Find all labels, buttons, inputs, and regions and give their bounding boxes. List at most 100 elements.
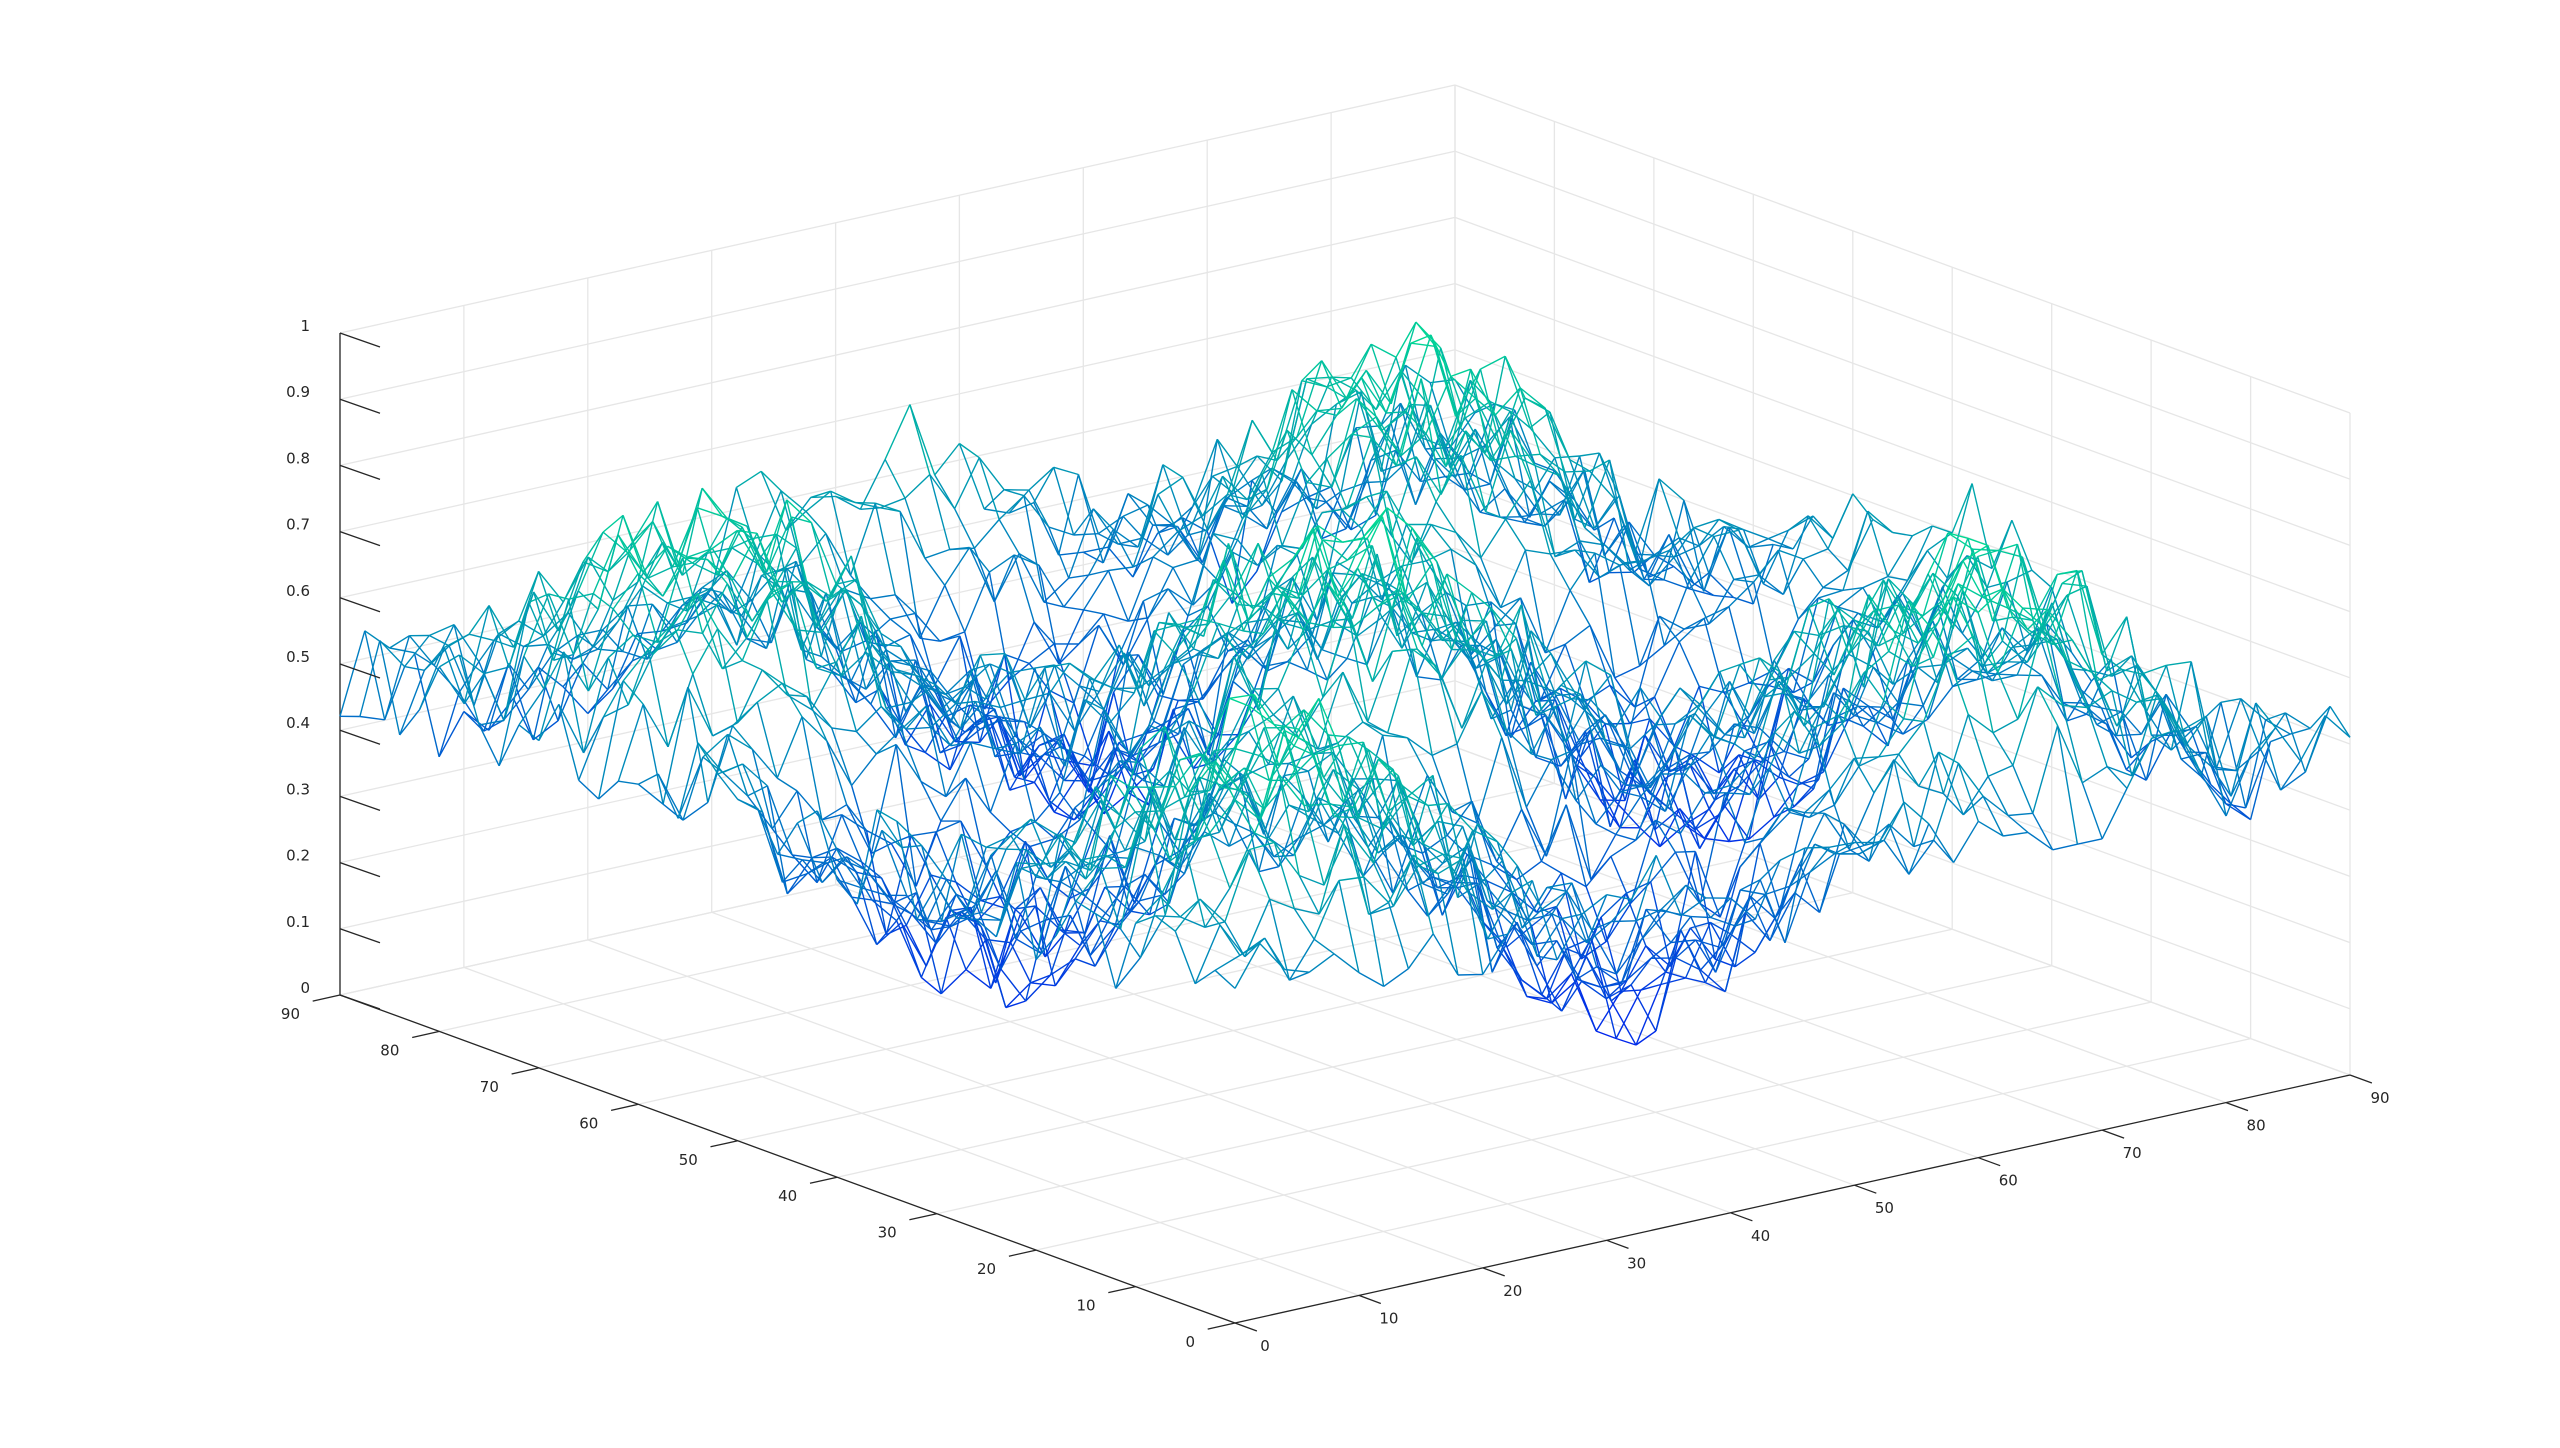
mesh-edge [1937,751,1964,816]
mesh-edge [1486,660,1508,732]
mesh-edge [965,778,987,866]
mesh-edge [1525,549,1551,555]
mesh-edge [1142,537,1169,556]
mesh-edge [2100,707,2127,770]
mesh-edge [1164,792,1191,915]
mesh-edge [1132,556,1154,568]
mesh-edge [503,655,525,721]
mesh-edge [1179,916,1206,928]
mesh-edge [1358,817,1384,831]
mesh-edge [1829,841,1855,848]
mesh-edge [1193,623,1220,690]
mesh-edge [1619,564,1641,667]
mesh-edge [662,557,684,597]
mesh-edge [1698,814,1721,849]
mesh-edge [1430,524,1452,550]
mesh-edge [1317,671,1344,750]
mesh-edge [1147,588,1169,619]
mesh-edge [921,845,943,922]
mesh-edge [931,925,952,931]
mesh-edge [1337,788,1359,834]
mesh-edge [1494,414,1516,457]
mesh-edge [696,507,718,576]
mesh-edge [1074,920,1101,960]
mesh-edge [924,557,946,586]
mesh-edge [1926,550,1948,579]
mesh-edge [1927,624,1949,658]
mesh-edge [1544,407,1571,461]
mesh-edge [1952,670,1973,688]
mesh-edge [1109,835,1131,912]
mesh-edge [876,920,898,946]
z-tick-label: 0.8 [286,449,310,467]
mesh-edge [1179,752,1201,761]
mesh-edge [1164,726,1191,793]
mesh-edge [1833,765,1860,806]
mesh-edge [1539,453,1561,477]
mesh-edge [1412,775,1434,846]
mesh-edge [1390,456,1417,536]
mesh-edge [1937,596,1959,684]
mesh-edge [1313,938,1335,955]
mesh-edge [929,474,956,510]
mesh-edge [1947,635,1974,658]
mesh-edge [1486,880,1513,893]
mesh-edge [1576,966,1597,980]
mesh-edge [1267,558,1294,579]
mesh-edge [959,728,981,746]
mesh-edge [1064,866,1091,956]
mesh-edge [1331,376,1357,391]
mesh-edge [503,689,529,721]
mesh-edge [1455,532,1482,559]
mesh-edge [1336,377,1362,416]
mesh-edge [543,599,570,689]
grid-line-y [936,965,2052,1215]
y-tick-label: 80 [380,1041,399,1059]
mesh-edge [1093,644,1120,681]
mesh-edge [1189,792,1211,834]
mesh-edge [1992,616,2013,622]
mesh-edge [1462,858,1489,940]
mesh-edge [1505,680,1527,705]
mesh-edge [1589,470,1615,500]
mesh-edge [1191,439,1218,507]
mesh-edge [1108,652,1130,776]
mesh-edge [2240,698,2267,721]
mesh-edge [1015,887,1041,910]
mesh-edge [1474,428,1501,518]
mesh-edge [737,798,758,810]
mesh-edge [1019,751,1040,758]
mesh-edge [1149,787,1171,862]
mesh-edge [632,634,659,644]
mesh-edge [1735,918,1756,927]
mesh-edge [1010,818,1032,837]
mesh-edge [1119,812,1146,930]
mesh-edge [1172,567,1194,606]
mesh-edge [682,557,708,561]
mesh-edge [786,499,812,524]
mesh-edge [1858,700,1885,767]
mesh-edge [782,872,808,883]
mesh-edge [1365,480,1386,484]
mesh-edge [1614,665,1640,679]
mesh-edge [646,602,668,660]
mesh-edge [2120,711,2142,735]
mesh-edge [2141,664,2167,675]
mesh-edge [1525,703,1552,728]
mesh-edge [1142,588,1169,602]
mesh-edge [1818,721,1845,747]
mesh-edge [1377,592,1403,608]
mesh-edge [1922,532,1949,616]
mesh-edge [607,634,634,659]
mesh-edge [2111,690,2133,776]
mesh-edge [810,522,832,597]
mesh-edge [1105,854,1126,868]
mesh-edge [2041,675,2068,722]
mesh-edge [662,803,684,821]
mesh-edge [1055,900,1077,936]
mesh-edge [717,773,739,800]
mesh-edge [1450,548,1477,566]
mesh-edge [1490,455,1516,462]
mesh-edge [602,514,624,533]
z-tick [339,994,381,1010]
